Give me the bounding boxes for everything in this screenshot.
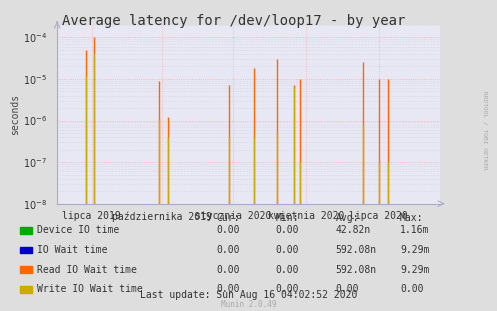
- Text: 0.00: 0.00: [216, 245, 240, 255]
- Text: 0.00: 0.00: [276, 225, 299, 235]
- Y-axis label: seconds: seconds: [10, 94, 20, 135]
- Text: 9.29m: 9.29m: [400, 245, 429, 255]
- Text: Munin 2.0.49: Munin 2.0.49: [221, 300, 276, 309]
- Text: 0.00: 0.00: [400, 284, 423, 294]
- Text: 0.00: 0.00: [276, 284, 299, 294]
- Text: IO Wait time: IO Wait time: [37, 245, 108, 255]
- Text: Cur:: Cur:: [216, 213, 240, 223]
- Text: Average latency for /dev/loop17 - by year: Average latency for /dev/loop17 - by yea…: [62, 14, 405, 28]
- Text: 1.16m: 1.16m: [400, 225, 429, 235]
- Text: Max:: Max:: [400, 213, 423, 223]
- Text: Device IO time: Device IO time: [37, 225, 119, 235]
- Text: 0.00: 0.00: [216, 225, 240, 235]
- Text: 0.00: 0.00: [276, 265, 299, 275]
- Text: Read IO Wait time: Read IO Wait time: [37, 265, 137, 275]
- Text: 9.29m: 9.29m: [400, 265, 429, 275]
- Text: 0.00: 0.00: [276, 245, 299, 255]
- Text: 0.00: 0.00: [335, 284, 359, 294]
- Text: Write IO Wait time: Write IO Wait time: [37, 284, 143, 294]
- Text: Avg:: Avg:: [335, 213, 359, 223]
- Text: 0.00: 0.00: [216, 284, 240, 294]
- Text: RRDTOOL / TOBI OETKER: RRDTOOL / TOBI OETKER: [482, 91, 487, 170]
- Text: 0.00: 0.00: [216, 265, 240, 275]
- Text: Last update: Sun Aug 16 04:02:52 2020: Last update: Sun Aug 16 04:02:52 2020: [140, 290, 357, 300]
- Text: 42.82n: 42.82n: [335, 225, 371, 235]
- Text: Min:: Min:: [276, 213, 299, 223]
- Text: 592.08n: 592.08n: [335, 245, 377, 255]
- Text: 592.08n: 592.08n: [335, 265, 377, 275]
